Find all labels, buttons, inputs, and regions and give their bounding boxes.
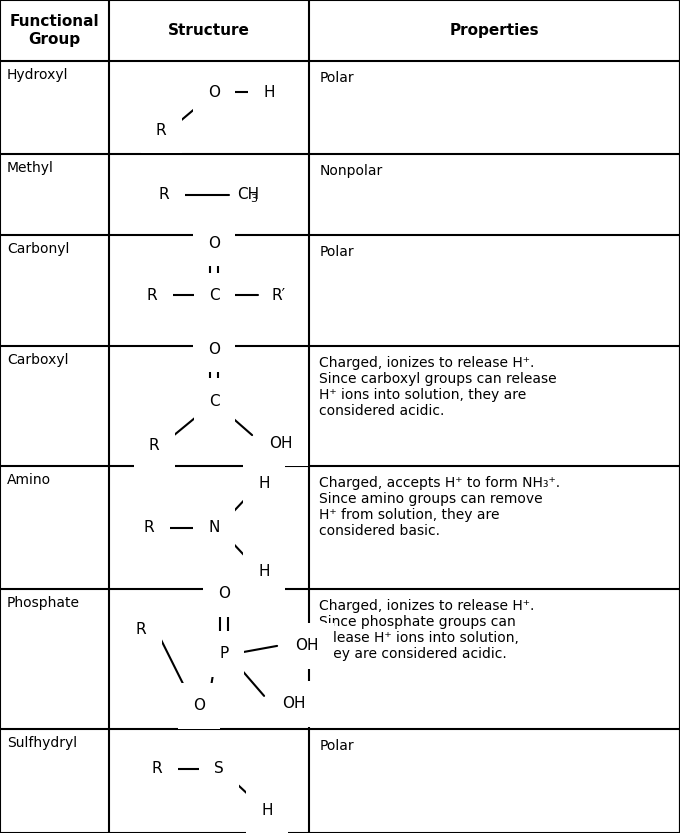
Text: R: R bbox=[147, 287, 157, 303]
Text: considered acidic.: considered acidic. bbox=[320, 404, 445, 417]
Text: C: C bbox=[209, 393, 220, 409]
Text: OH: OH bbox=[295, 638, 319, 653]
Text: release H⁺ ions into solution,: release H⁺ ions into solution, bbox=[320, 631, 520, 645]
Text: O: O bbox=[208, 85, 220, 100]
Text: Methyl: Methyl bbox=[7, 161, 54, 175]
Text: Charged, accepts H⁺ to form NH₃⁺.: Charged, accepts H⁺ to form NH₃⁺. bbox=[320, 476, 560, 491]
Text: O: O bbox=[218, 586, 230, 601]
Text: H: H bbox=[263, 85, 275, 100]
Text: R: R bbox=[159, 187, 169, 202]
Text: Since carboxyl groups can release: Since carboxyl groups can release bbox=[320, 372, 557, 386]
Text: R: R bbox=[152, 761, 163, 776]
Text: H⁺ from solution, they are: H⁺ from solution, they are bbox=[320, 508, 500, 522]
Text: Nonpolar: Nonpolar bbox=[320, 164, 383, 178]
Text: O: O bbox=[208, 236, 220, 251]
Text: R: R bbox=[136, 622, 146, 637]
Text: R: R bbox=[156, 123, 167, 138]
Text: 3: 3 bbox=[250, 194, 258, 204]
Text: R: R bbox=[143, 520, 154, 536]
Text: R: R bbox=[149, 437, 159, 452]
Text: Charged, ionizes to release H⁺.: Charged, ionizes to release H⁺. bbox=[320, 356, 534, 370]
Text: Charged, ionizes to release H⁺.: Charged, ionizes to release H⁺. bbox=[320, 599, 534, 613]
Text: Polar: Polar bbox=[320, 739, 354, 753]
Text: P: P bbox=[220, 646, 228, 661]
Text: C: C bbox=[209, 287, 220, 303]
Text: S: S bbox=[214, 761, 224, 776]
Text: N: N bbox=[208, 520, 220, 536]
Text: Functional
Group: Functional Group bbox=[10, 14, 99, 47]
Text: OH: OH bbox=[282, 696, 305, 711]
Text: considered basic.: considered basic. bbox=[320, 525, 441, 538]
Text: Amino: Amino bbox=[7, 473, 51, 487]
Text: H: H bbox=[258, 476, 270, 491]
Text: Sulfhydryl: Sulfhydryl bbox=[7, 736, 77, 750]
Text: OH: OH bbox=[269, 436, 292, 451]
Text: H⁺ ions into solution, they are: H⁺ ions into solution, they are bbox=[320, 387, 526, 402]
Text: H: H bbox=[261, 804, 273, 819]
Text: Carbonyl: Carbonyl bbox=[7, 242, 69, 256]
Text: Hydroxyl: Hydroxyl bbox=[7, 67, 69, 82]
Text: Polar: Polar bbox=[320, 71, 354, 85]
Text: Since phosphate groups can: Since phosphate groups can bbox=[320, 615, 516, 629]
Text: O: O bbox=[208, 342, 220, 357]
Text: Since amino groups can remove: Since amino groups can remove bbox=[320, 492, 543, 506]
Text: H: H bbox=[258, 564, 270, 579]
Text: Phosphate: Phosphate bbox=[7, 596, 80, 610]
Text: Properties: Properties bbox=[450, 22, 539, 38]
Text: R′: R′ bbox=[271, 287, 285, 303]
Text: Structure: Structure bbox=[168, 22, 250, 38]
Text: O: O bbox=[193, 698, 205, 713]
Text: Polar: Polar bbox=[320, 245, 354, 259]
Text: Carboxyl: Carboxyl bbox=[7, 352, 69, 367]
Text: CH: CH bbox=[237, 187, 259, 202]
Text: they are considered acidic.: they are considered acidic. bbox=[320, 647, 507, 661]
